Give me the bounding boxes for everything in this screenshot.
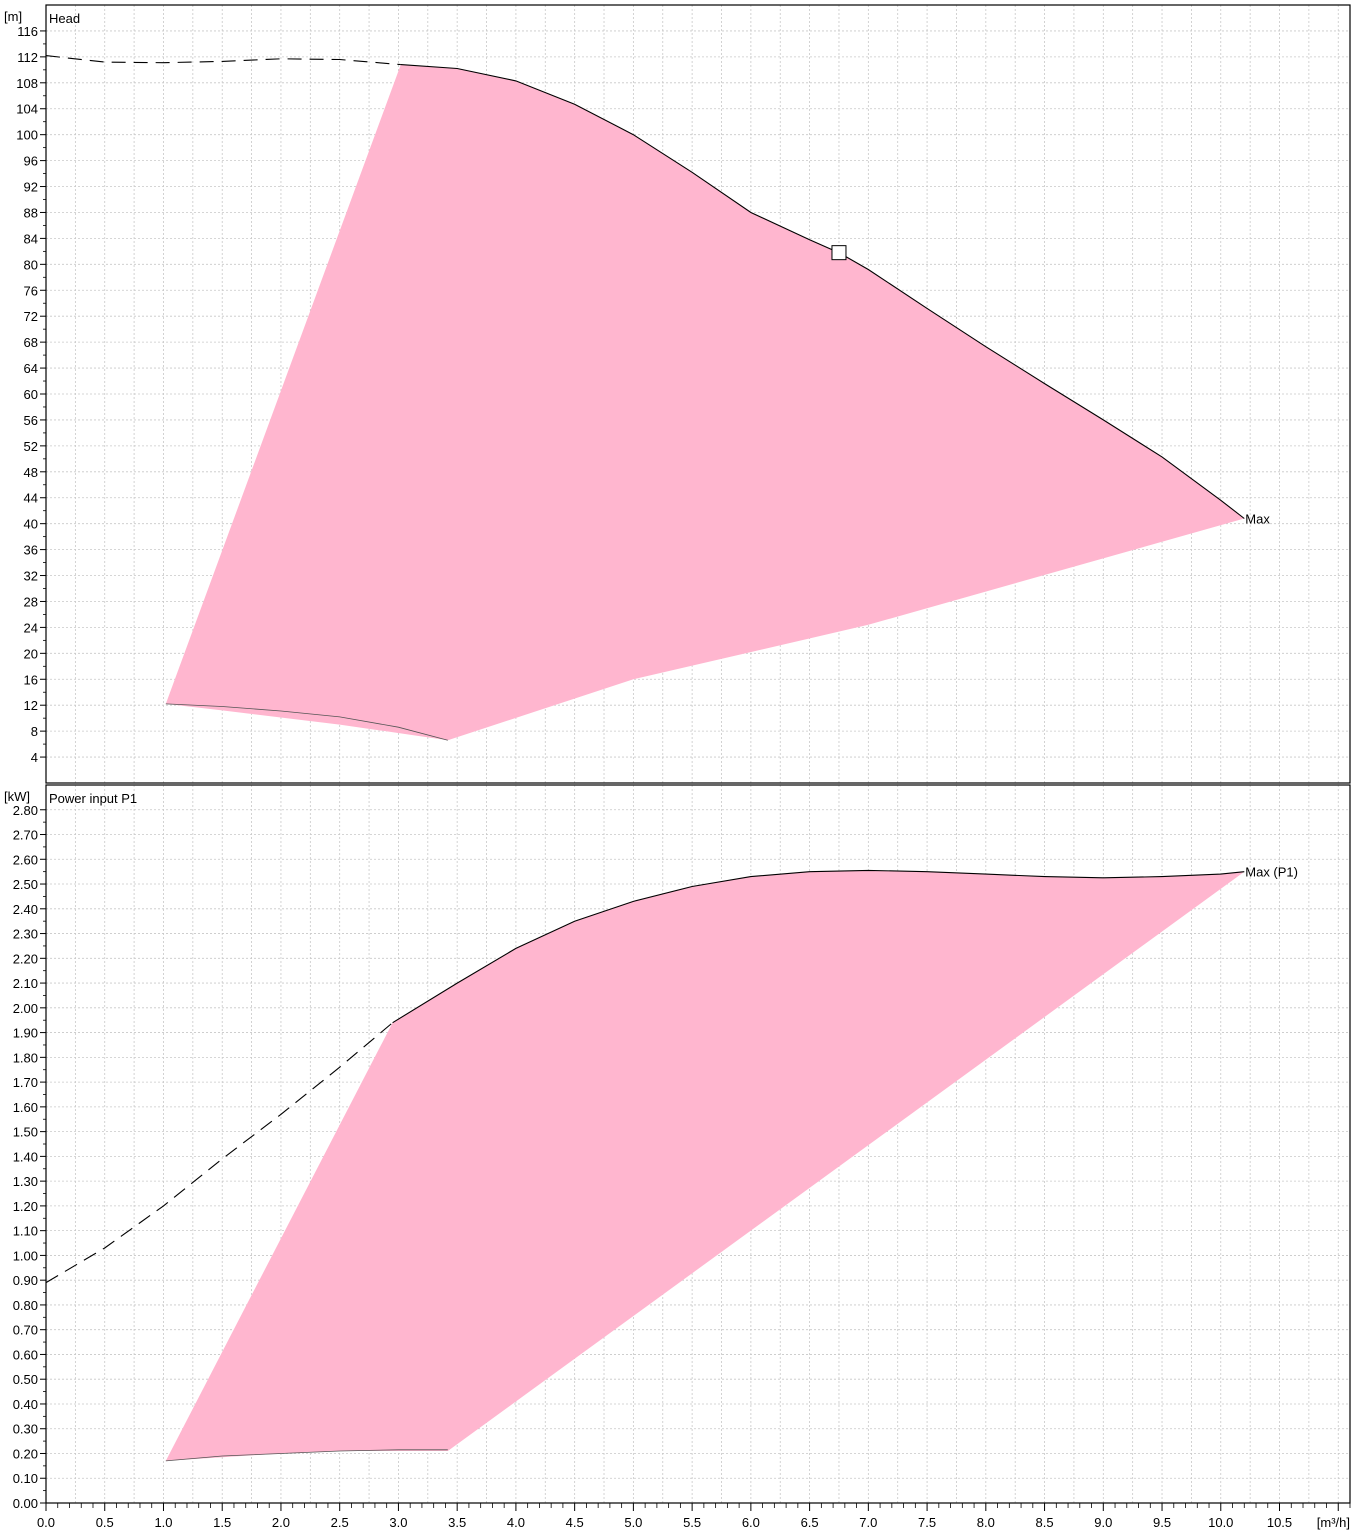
power-y-tick-label: 2.40: [13, 902, 38, 917]
power-y-tick-label: 2.10: [13, 976, 38, 991]
power-y-unit-label: [kW]: [4, 789, 30, 804]
x-tick-label: 4.0: [507, 1515, 525, 1530]
power-y-tick-label: 1.90: [13, 1026, 38, 1041]
head-y-tick-label: 116: [17, 24, 38, 39]
x-tick-label: 10.0: [1208, 1515, 1233, 1530]
head-duty-point-marker: [831, 245, 847, 261]
head-y-tick-label: 84: [24, 231, 38, 246]
power-y-tick-label: 1.70: [13, 1075, 38, 1090]
x-tick-label: 9.0: [1094, 1515, 1112, 1530]
x-unit-label: [m³/h]: [1317, 1515, 1350, 1530]
head-y-tick-label: 104: [16, 102, 38, 117]
power-y-tick-label: 1.80: [13, 1050, 38, 1065]
power-y-tick-label: 1.20: [13, 1199, 38, 1214]
x-tick-label: 1.5: [213, 1515, 231, 1530]
power-series-max-line: [392, 869, 1245, 1024]
x-tick-label: 0.5: [96, 1515, 114, 1530]
power-series-solid-thin-line: [165, 1449, 448, 1462]
head-y-tick-label: 36: [24, 543, 38, 558]
head-y-tick-label: 60: [24, 387, 38, 402]
power-panel: Max (P1) 0.00 0.10 0.20 0.30 0.40 0.50 0.60 0.70…: [4, 784, 1351, 1511]
x-tick-label: 6.0: [742, 1515, 760, 1530]
x-tick-label: 8.0: [977, 1515, 995, 1530]
head-y-tick-label: 68: [24, 335, 38, 350]
power-y-tick-label: 1.50: [13, 1125, 38, 1140]
head-y-tick-label: 64: [24, 361, 38, 376]
power-y-tick-label: 1.00: [13, 1248, 38, 1263]
power-y-tick-label: 1.60: [13, 1100, 38, 1115]
head-y-tick-label: 88: [24, 205, 38, 220]
x-tick-label: 9.5: [1153, 1515, 1171, 1530]
head-y-tick-label: 44: [24, 491, 38, 506]
power-y-tick-label: 2.50: [13, 877, 38, 892]
head-y-unit-label: [m]: [4, 9, 22, 24]
x-tick-label: 5.5: [683, 1515, 701, 1530]
power-y-tick-label: 2.00: [13, 1001, 38, 1016]
power-y-tick-label: 0.90: [13, 1273, 38, 1288]
x-tick-label: 7.5: [918, 1515, 936, 1530]
head-y-tick-label: 8: [31, 724, 38, 739]
head-curve-label: Max: [1245, 511, 1270, 526]
head-series-dashed-line: [45, 55, 401, 66]
head-y-tick-label: 96: [24, 154, 38, 169]
x-tick-label: 6.5: [801, 1515, 819, 1530]
head-panel: Max4812162024283236404448525660646872768…: [4, 4, 1351, 784]
head-y-tick-label: 52: [24, 439, 38, 454]
power-y-tick-label: 1.10: [13, 1224, 38, 1239]
head-y-tick-label: 76: [24, 283, 38, 298]
power-y-tick-label: 2.60: [13, 852, 38, 867]
head-y-tick-label: 4: [31, 750, 38, 765]
power-series-dashed-line: [45, 1022, 393, 1284]
power-y-tick-label: 2.70: [13, 828, 38, 843]
power-y-tick-label: 0.80: [13, 1298, 38, 1313]
head-y-tick-label: 72: [24, 309, 38, 324]
power-curve-label: Max (P1): [1245, 865, 1298, 880]
x-tick-label: 3.0: [389, 1515, 407, 1530]
flow-x-axis: 0.0 0.5 1.0 1.5 2.0 2.5 3.0 3.5 4.0 4.5 5.0 5.5 6.0 6…: [37, 1503, 1351, 1530]
power-y-tick-label: 2.20: [13, 951, 38, 966]
x-tick-label: 7.0: [859, 1515, 877, 1530]
head-series-solid-thin-line: [165, 703, 448, 741]
power-y-tick-label: 0.00: [13, 1496, 38, 1511]
head-y-tick-label: 48: [24, 465, 38, 480]
head-y-tick-label: 16: [24, 672, 38, 687]
head-y-tick-label: 100: [16, 128, 38, 143]
power-panel-title: Power input P1: [49, 791, 137, 806]
head-y-tick-label: 20: [24, 646, 38, 661]
x-tick-label: 10.5: [1267, 1515, 1292, 1530]
x-tick-label: 4.5: [566, 1515, 584, 1530]
power-operating-region: [165, 870, 1245, 1461]
x-tick-label: 2.0: [272, 1515, 290, 1530]
x-tick-label: 3.5: [448, 1515, 466, 1530]
head-y-tick-label: 92: [24, 180, 38, 195]
power-y-tick-label: 0.50: [13, 1372, 38, 1387]
x-tick-label: 2.5: [331, 1515, 349, 1530]
power-y-tick-label: 0.40: [13, 1397, 38, 1412]
head-y-tick-label: 24: [24, 620, 38, 635]
x-tick-label: 1.0: [154, 1515, 172, 1530]
power-y-tick-label: 1.30: [13, 1174, 38, 1189]
x-tick-label: 0.0: [37, 1515, 55, 1530]
head-panel-title: Head: [49, 11, 80, 26]
power-y-tick-label: 0.70: [13, 1323, 38, 1338]
head-y-tick-label: 108: [16, 76, 38, 91]
power-y-tick-label: 0.10: [13, 1471, 38, 1486]
head-y-tick-label: 80: [24, 257, 38, 272]
head-y-tick-label: 56: [24, 413, 38, 428]
power-y-tick-label: 0.30: [13, 1422, 38, 1437]
power-y-tick-label: 1.40: [13, 1149, 38, 1164]
head-y-tick-label: 28: [24, 594, 38, 609]
head-y-tick-label: 32: [24, 569, 38, 584]
head-operating-region: [165, 64, 1245, 741]
x-tick-label: 5.0: [624, 1515, 642, 1530]
head-y-tick-label: 40: [24, 517, 38, 532]
power-y-tick-label: 0.60: [13, 1347, 38, 1362]
head-y-tick-label: 12: [24, 698, 38, 713]
power-y-tick-label: 2.30: [13, 927, 38, 942]
power-y-tick-label: 2.80: [13, 803, 38, 818]
power-y-tick-label: 0.20: [13, 1446, 38, 1461]
head-y-tick-label: 112: [17, 50, 38, 65]
x-tick-label: 8.5: [1036, 1515, 1054, 1530]
